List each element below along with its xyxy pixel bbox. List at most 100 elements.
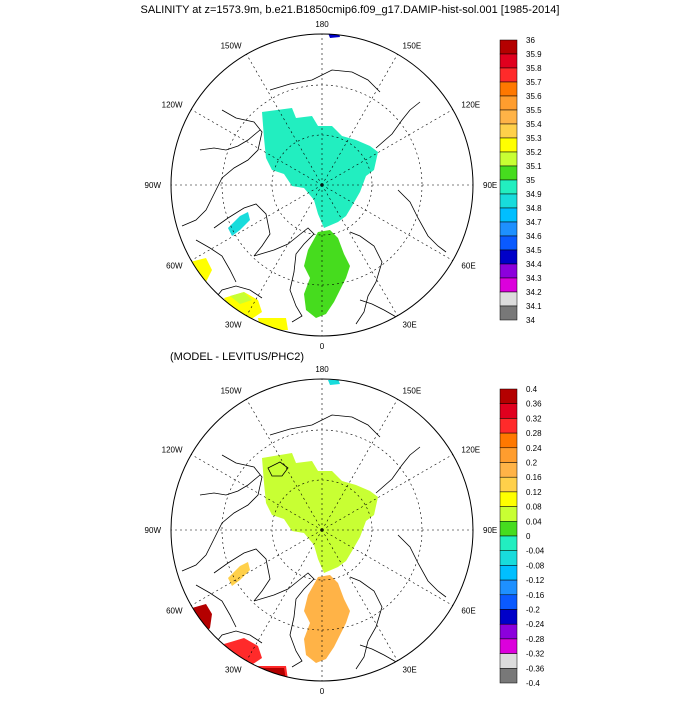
colorbar-box [499, 165, 518, 181]
lon-label: 30W [225, 320, 242, 329]
colorbar-box [499, 207, 518, 223]
colorbar-label: 35.7 [526, 78, 542, 87]
colorbar-label: -0.36 [526, 664, 545, 673]
colorbar-box [499, 491, 518, 507]
meridian-330 [246, 184, 323, 316]
colorbar-box [499, 638, 518, 654]
meridian-60 [321, 529, 453, 606]
lon-label: 150W [221, 387, 242, 396]
colorbar-box [499, 668, 518, 684]
meridian-240 [191, 109, 323, 186]
lon-label: 90W [145, 526, 162, 535]
colorbar-label: 0.32 [526, 414, 542, 423]
lon-label: 90E [483, 181, 497, 190]
panel-2-colorbar: 0.4 0.36 0.32 0.28 0.24 0.2 0.16 0.12 0.08 0.04 0 -… [499, 385, 545, 688]
panel-1-lon-labels: 180 150E 120E 90E 60E 30E 0 30W 60W 90W 120W 150W [145, 20, 498, 351]
colorbar-box [499, 565, 518, 581]
colorbar-label: 34 [526, 316, 535, 325]
colorbar-label: 34.9 [526, 190, 542, 199]
meridian-60 [321, 184, 453, 261]
colorbar-label: -0.32 [526, 650, 545, 659]
colorbar-label: 34.7 [526, 218, 542, 227]
colorbar-box [499, 403, 518, 419]
meridian-240 [191, 454, 323, 531]
lon-label: 180 [315, 365, 329, 374]
lon-label: 120W [162, 446, 183, 455]
lon-label: 30E [403, 665, 417, 674]
colorbar-box [499, 462, 518, 478]
colorbar-label: 35.9 [526, 50, 542, 59]
colorbar-label: 0.04 [526, 517, 542, 526]
region-south-atlantic-edge [224, 638, 262, 666]
colorbar-box [499, 123, 518, 139]
colorbar-box [499, 221, 518, 237]
colorbar-box [499, 81, 518, 97]
colorbar-box [499, 53, 518, 69]
colorbar-box [499, 388, 518, 404]
meridian-150 [321, 399, 398, 531]
coastlines-2 [181, 414, 447, 670]
panel-1-border [170, 33, 474, 337]
panel-2: (MODEL - LEVITUS/PHC2) [145, 351, 545, 696]
colorbar-box [499, 95, 518, 111]
colorbar-label: 0 [526, 532, 531, 541]
colorbar-box [499, 521, 518, 537]
colorbar-box [499, 653, 518, 669]
region-baffin-bay [228, 562, 250, 586]
colorbar-label: 34.4 [526, 260, 542, 269]
colorbar-label: 34.1 [526, 302, 542, 311]
colorbar-label: 0.28 [526, 429, 542, 438]
colorbar-box [499, 263, 518, 279]
colorbar-box [499, 305, 518, 321]
colorbar-label: -0.24 [526, 620, 545, 629]
lon-label: 150E [403, 42, 422, 51]
panel-2-grid [171, 379, 473, 681]
region-atlantic-side [304, 230, 350, 318]
panel-2-fields [181, 379, 447, 680]
colorbar-box [499, 291, 518, 307]
colorbar-label: 35.1 [526, 162, 542, 171]
panel-1-colorbar: 36 35.9 35.8 35.7 35.6 35.5 35.4 35.3 35.2 35.1 35… [499, 36, 542, 325]
colorbar-label: -0.04 [526, 547, 545, 556]
colorbar-label: 35.4 [526, 120, 542, 129]
colorbar-label: -0.28 [526, 635, 545, 644]
colorbar-box [499, 67, 518, 83]
colorbar-box [499, 506, 518, 522]
meridian-300 [191, 184, 323, 261]
lon-label: 120E [461, 446, 480, 455]
lon-label: 0 [320, 342, 325, 351]
region-atlantic-side [304, 575, 350, 663]
panel-2-lon-labels: 180 150E 120E 90E 60E 30E 0 30W 60W 90W 120W 150W [145, 365, 498, 696]
meridian-120 [321, 109, 453, 186]
colorbar-box [499, 609, 518, 625]
colorbar-label: 34.5 [526, 246, 542, 255]
colorbar-box [499, 109, 518, 125]
lon-label: 120W [162, 101, 183, 110]
colorbar-label: 0.16 [526, 473, 542, 482]
region-pacific-side [262, 108, 378, 228]
colorbar-box [499, 137, 518, 153]
panel-1: SALINITY at z=1573.9m, b.e21.B1850cmip6.… [141, 4, 560, 351]
colorbar-label: 0.24 [526, 444, 542, 453]
lon-label: 60W [166, 262, 183, 271]
colorbar-label: 0.4 [526, 385, 538, 394]
colorbar-label: 35.6 [526, 92, 542, 101]
colorbar-label: 36 [526, 36, 535, 45]
colorbar-box [499, 535, 518, 551]
lon-label: 30W [225, 665, 242, 674]
colorbar-box [499, 623, 518, 640]
colorbar-label: 35.3 [526, 134, 542, 143]
colorbar-label: 0.36 [526, 400, 542, 409]
region-pacific-side [262, 453, 378, 573]
colorbar-box [499, 193, 518, 209]
colorbar-label: 0.12 [526, 488, 542, 497]
colorbar-box [499, 277, 518, 293]
colorbar-label: 34.8 [526, 204, 542, 213]
colorbar-box [499, 39, 518, 55]
panel-2-title: (MODEL - LEVITUS/PHC2) [170, 351, 304, 363]
colorbar-box [499, 151, 518, 167]
region-labrador-sea [192, 604, 212, 636]
panel-1-title: SALINITY at z=1573.9m, b.e21.B1850cmip6.… [141, 4, 560, 16]
panel-2-border [170, 378, 474, 682]
